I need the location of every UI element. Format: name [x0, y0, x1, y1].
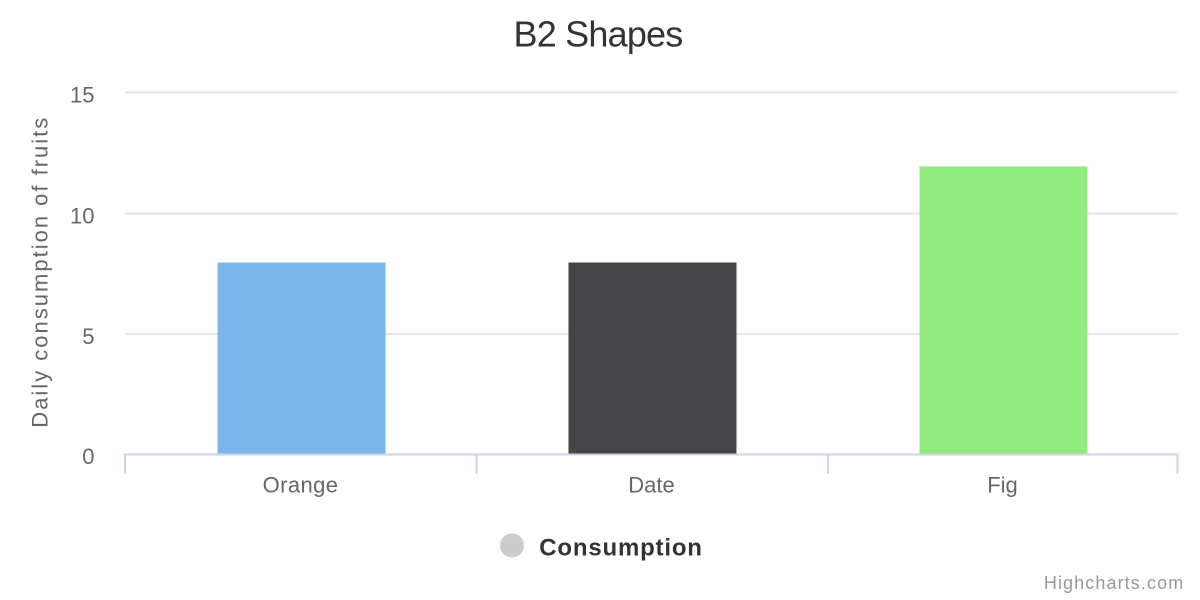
svg-text:Daily consumption of fruits: Daily consumption of fruits — [28, 116, 53, 428]
svg-text:Highcharts.com: Highcharts.com — [1044, 573, 1184, 593]
svg-text:Consumption: Consumption — [539, 535, 702, 562]
svg-text:0: 0 — [82, 444, 94, 469]
svg-text:B2 Shapes: B2 Shapes — [514, 13, 683, 54]
svg-text:10: 10 — [70, 204, 94, 229]
svg-text:Orange: Orange — [263, 473, 339, 498]
svg-text:5: 5 — [82, 324, 94, 349]
svg-text:15: 15 — [70, 83, 94, 108]
svg-text:Fig: Fig — [987, 473, 1018, 498]
svg-text:Date: Date — [628, 473, 674, 498]
